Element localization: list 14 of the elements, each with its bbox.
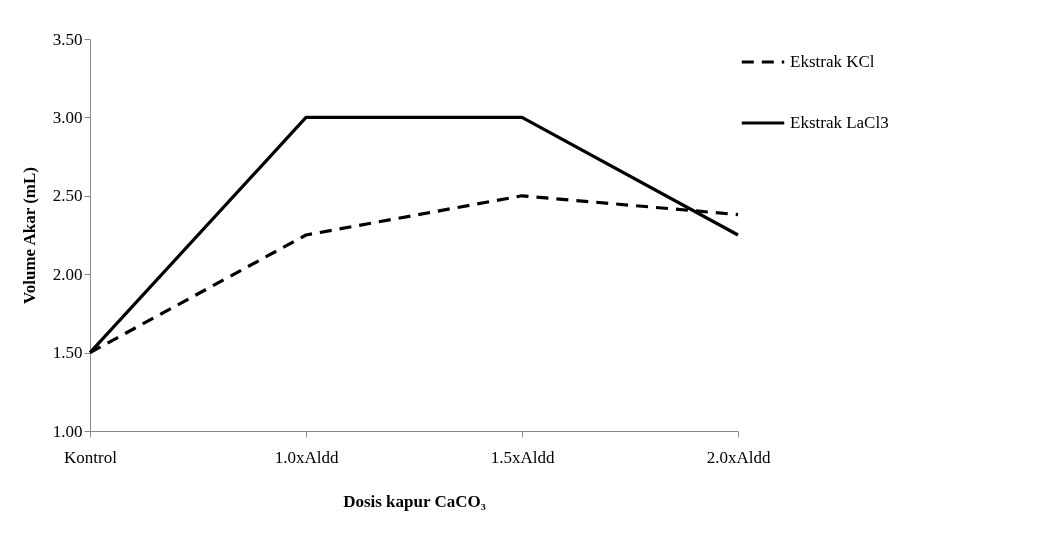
x-tick-label: Kontrol: [64, 447, 118, 467]
x-tick-label: 1.5xAldd: [490, 447, 555, 467]
legend-label: Ekstrak KCl: [790, 52, 875, 71]
x-axis-title: Dosis kapur CaCO₃: [343, 491, 486, 511]
y-axis-title: Volume Akar (mL): [19, 167, 39, 304]
y-tick-label: 2.00: [52, 264, 83, 284]
y-tick-label: 1.50: [52, 343, 83, 363]
y-tick-label: 3.50: [52, 29, 83, 49]
y-tick-label: 2.50: [52, 186, 83, 206]
x-tick-label: 1.0xAldd: [274, 447, 339, 467]
y-tick-label: 1.00: [52, 421, 83, 441]
y-tick-label: 3.00: [52, 107, 83, 127]
legend-label: Ekstrak LaCl3: [790, 113, 889, 132]
x-tick-label: 2.0xAldd: [706, 447, 771, 467]
